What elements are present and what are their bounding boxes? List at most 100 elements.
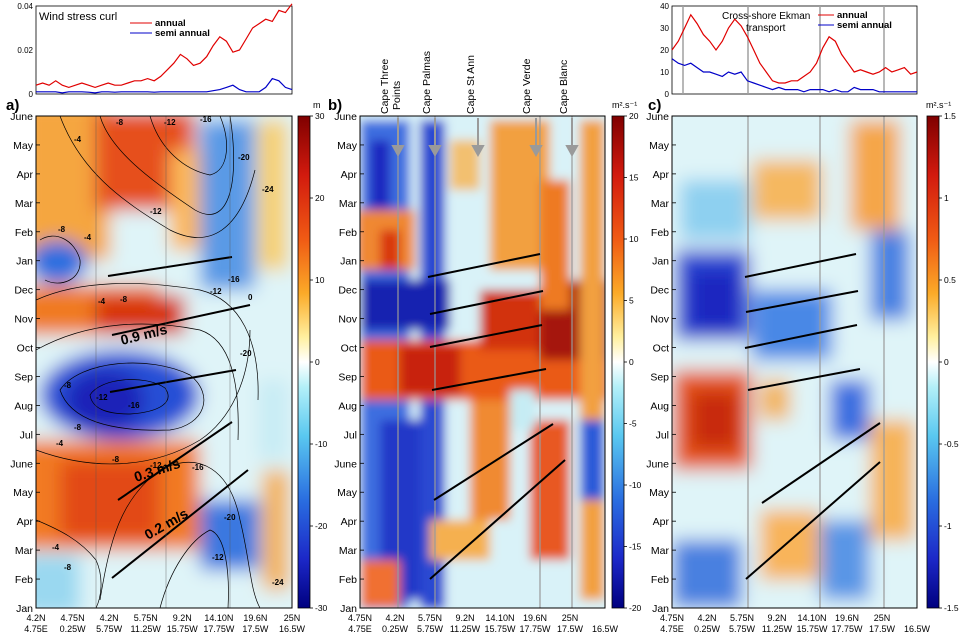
panel-a-y-tick-label: Jan — [16, 256, 33, 268]
panel-c-y-tick-label: Jan — [652, 256, 669, 268]
panel-b-x-tick-label: 14.10N — [485, 613, 514, 623]
panel-b-x-tick-label: 4.75N — [348, 613, 372, 623]
panel-c-colorbar: m².s⁻¹ 1.5 1 0.5 0 -0.5 -1 -1.5 — [926, 100, 959, 613]
panel-b-y-ticks: June May Apr Mar Feb Jan Dec Nov Oct Sep Aug Jul Jun… — [334, 111, 364, 615]
panel-b-x-tick-label: 16.5W — [592, 624, 619, 634]
panel-b-y-tick-label: Nov — [338, 314, 357, 326]
top-right-title-line1: Cross-shore Ekman — [722, 11, 810, 22]
top-right-legend: annual semi annual — [818, 10, 892, 31]
panel-c-x-tick-label: 5.75N — [730, 613, 754, 623]
panel-b-colorbar-tick: 15 — [629, 173, 639, 183]
panel-b-colorbar-tick: 5 — [629, 296, 634, 306]
contour-label: -12 — [210, 287, 222, 296]
panel-a-x-tick-label: 14.10N — [204, 613, 233, 623]
panel-a-colorbar-tick: 0 — [315, 357, 320, 367]
panel-b-x-tick-label: 17.75W — [519, 624, 551, 634]
panel-a-y-tick-label: Jan — [16, 603, 33, 615]
panel-a-y-tick-label: May — [13, 487, 34, 499]
contour-label: -16 — [128, 401, 140, 410]
panel-c-x-tick-label: 14.10N — [797, 613, 826, 623]
contour-label: -8 — [112, 455, 120, 464]
panel-b-x-tick-label: 9.2N — [455, 613, 474, 623]
top-left-y-tick: 0.02 — [17, 46, 33, 55]
panel-a-x-tick-label: 11.25W — [131, 624, 162, 634]
panel-b-colorbar-tick: -10 — [629, 480, 642, 490]
panel-c-y-tick-label: Feb — [651, 574, 669, 586]
contour-label: -12 — [150, 207, 162, 216]
panel-c-x-tick-label: 19.6N — [835, 613, 859, 623]
panel-b-x-tick-label: 25N — [562, 613, 579, 623]
contour-label: -24 — [272, 578, 284, 587]
top-left-line-chart: Wind stress curl 0.04 0.02 0 annual semi a… — [17, 2, 293, 99]
panel-a-unit: m — [313, 100, 321, 110]
panel-a-y-tick-label: Mar — [15, 545, 34, 557]
panel-a-x-tick-label: 9.2N — [173, 613, 192, 623]
panel-c-x-tick-label: 17.75W — [831, 624, 863, 634]
panel-c-x-tick-label: 25N — [874, 613, 891, 623]
panel-b-y-tick-label: Aug — [338, 400, 357, 412]
panel-c-colorbar-tick: 0.5 — [944, 275, 956, 285]
contour-label: -8 — [116, 118, 124, 127]
panel-b-x-ticks: 4.75N4.75E4.2N0.25W5.75N5.75W9.2N11.25W1… — [348, 613, 619, 634]
panel-a-y-tick-label: Apr — [17, 516, 34, 528]
panel-a-y-tick-label: June — [10, 458, 33, 470]
cape-label: Cape ThreePoints — [379, 59, 403, 114]
top-left-title: Wind stress curl — [39, 11, 117, 23]
contour-label: -4 — [52, 543, 60, 552]
cape-label: Cape St Ann — [465, 55, 477, 114]
panel-c-y-tick-label: Jan — [652, 603, 669, 615]
panel-b-x-tick-label: 5.75W — [417, 624, 444, 634]
panel-a-x-tick-label: 25N — [284, 613, 301, 623]
contour-label: -20 — [238, 153, 250, 162]
legend-semi-annual: semi annual — [155, 28, 210, 39]
panel-c-y-tick-label: Feb — [651, 227, 669, 239]
top-left-y-tick: 0 — [29, 90, 34, 99]
panel-a-x-tick-label: 4.2N — [26, 613, 45, 623]
panel-a-y-tick-label: Feb — [15, 574, 33, 586]
contour-label: -16 — [228, 275, 240, 284]
panel-a-colorbar: m 30 20 10 0 -10 -20 -30 — [297, 100, 328, 613]
panel-c-speed-lines — [744, 253, 881, 580]
panel-b-x-tick-label: 15.75W — [484, 624, 516, 634]
panel-b-colorbar-tick: 20 — [629, 111, 639, 121]
panel-a-speed-lines — [107, 256, 251, 579]
panel-b-x-tick-label: 17.5W — [557, 624, 584, 634]
panel-b-speed-lines — [427, 253, 566, 580]
panel-b-colorbar-tick: 10 — [629, 234, 639, 244]
panel-a-x-tick-label: 4.75N — [61, 613, 85, 623]
panel-a-x-tick-label: 5.75N — [134, 613, 158, 623]
panel-c-y-tick-label: June — [646, 458, 669, 470]
panel-c-y-tick-label: Dec — [650, 285, 669, 297]
panel-a-colorbar-tick: 20 — [315, 193, 325, 203]
panel-b-colorbar-tick: 0 — [629, 357, 634, 367]
panel-b-field — [360, 116, 605, 608]
panel-a-y-tick-label: Mar — [15, 198, 34, 210]
panel-a-label: a) — [6, 97, 19, 114]
panel-a-x-tick-label: 17.5W — [242, 624, 269, 634]
panel-a: a) — [6, 97, 328, 634]
panel-c-y-tick-label: Jul — [656, 429, 669, 441]
panel-a-y-tick-label: Nov — [14, 314, 33, 326]
panel-c-colorbar-tick: -1 — [944, 521, 952, 531]
panel-b-y-tick-label: Feb — [339, 227, 357, 239]
panel-b-colorbar: m².s⁻¹ 20 15 10 5 0 -5 -10 -15 -20 — [611, 100, 642, 613]
panel-b-cape-labels: Cape ThreePoints Cape Palmas Cape St Ann Ca… — [379, 51, 570, 114]
panel-b-label: b) — [328, 97, 342, 114]
panel-a-x-tick-label: 15.75W — [167, 624, 199, 634]
panel-c-colorbar-tick: -0.5 — [944, 439, 959, 449]
panel-c-y-tick-label: Mar — [651, 198, 670, 210]
panel-a-y-tick-label: May — [13, 140, 34, 152]
panel-c-y-tick-label: Apr — [653, 516, 670, 528]
panel-a-x-tick-label: 16.5W — [279, 624, 306, 634]
contour-label: -12 — [96, 393, 108, 402]
panel-c: c) — [646, 97, 959, 634]
panel-a-y-ticks: June May Apr Mar Feb Jan Dec Nov Oct Sep Aug Jul Jun… — [10, 111, 40, 615]
panel-c-y-tick-label: Mar — [651, 545, 670, 557]
panel-b-x-tick-label: 5.75N — [418, 613, 442, 623]
contour-label: -8 — [120, 295, 128, 304]
panel-a-y-tick-label: Jul — [20, 429, 33, 441]
top-left-series-annual — [35, 3, 293, 89]
panel-a-colorbar-tick: 30 — [315, 111, 325, 121]
panel-c-colorbar-tick: 1.5 — [944, 111, 956, 121]
